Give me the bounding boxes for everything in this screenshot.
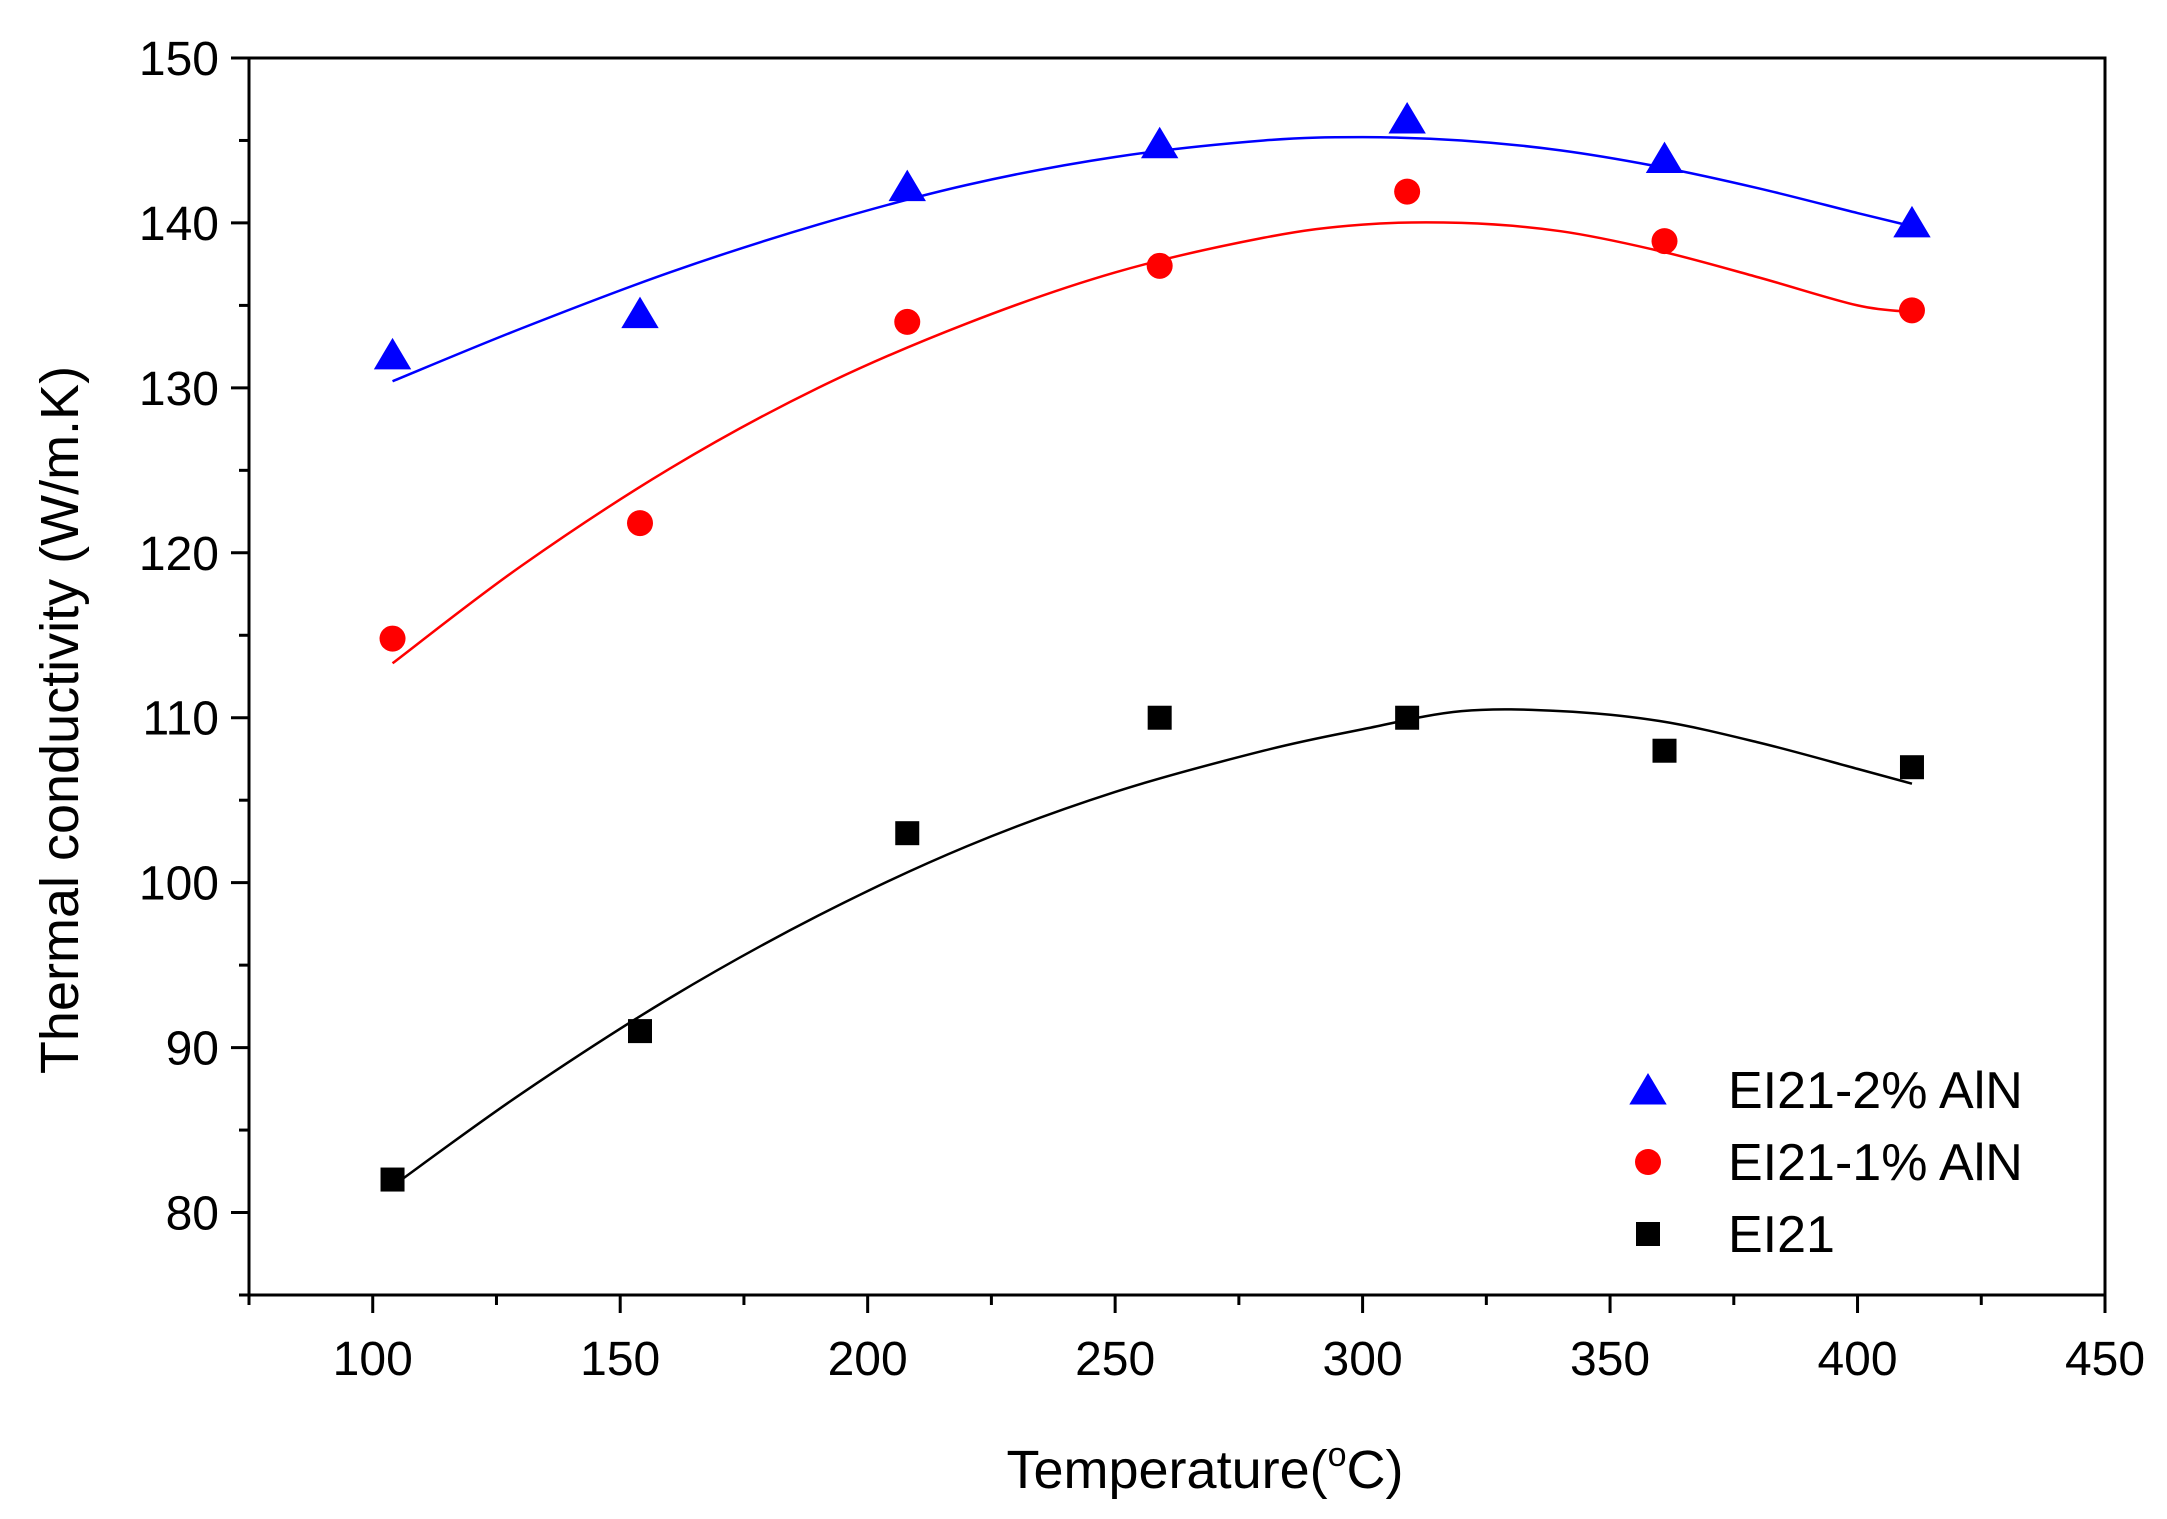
plot-frame (247, 56, 2107, 1297)
data-point-series-0 (1893, 205, 1931, 238)
fit-curve-series-2 (391, 708, 1913, 1188)
y-tick-label: 130 (139, 363, 219, 416)
data-point-series-1 (1651, 228, 1678, 255)
legend-marker-series-1 (1635, 1149, 1661, 1175)
data-point-series-2 (380, 1167, 405, 1192)
legend: EI21-2% AlN EI21-1% AlN EI21 (1629, 1062, 2023, 1264)
fit-curve-series-0 (392, 135, 1913, 383)
data-markers (373, 102, 1931, 1192)
axes: 100 150 200 250 300 350 400 450 80 90 100 110 120 130… (139, 33, 2145, 1386)
x-axis-label-end: C) (1347, 1440, 1404, 1500)
x-tick-label: 450 (2065, 1333, 2145, 1386)
data-point-series-0 (888, 169, 926, 202)
x-tick-label: 200 (828, 1333, 908, 1386)
data-point-series-0 (1140, 126, 1179, 159)
data-point-series-0 (1388, 102, 1426, 134)
legend-label-series-1: EI21-1% AlN (1728, 1134, 2023, 1192)
data-point-series-2 (1652, 738, 1677, 763)
data-point-series-2 (1147, 705, 1172, 730)
legend-label-series-2: EI21 (1728, 1206, 1835, 1264)
y-tick-label: 120 (139, 528, 219, 581)
x-axis-label: Temperature(oC) (1006, 1436, 1403, 1500)
x-tick-label: 400 (1817, 1333, 1897, 1386)
data-point-series-2 (895, 821, 920, 846)
legend-marker-series-2 (1636, 1222, 1660, 1246)
legend-label-series-0: EI21-2% AlN (1728, 1062, 2023, 1120)
data-point-series-2 (1899, 755, 1924, 780)
data-point-series-1 (1146, 252, 1173, 279)
x-axis-label-superscript: o (1328, 1436, 1347, 1474)
data-point-series-1 (626, 510, 653, 537)
data-point-series-2 (1395, 705, 1420, 730)
y-tick-label: 90 (166, 1023, 219, 1076)
x-tick-label: 350 (1570, 1333, 1650, 1386)
x-tick-label: 300 (1323, 1333, 1403, 1386)
y-tick-label: 110 (142, 693, 219, 746)
y-axis-label: Thermal conductivity (W/m.K) (30, 366, 90, 1074)
x-tick-label: 100 (333, 1333, 413, 1386)
legend-marker-series-0 (1629, 1073, 1667, 1105)
x-tick-label: 150 (580, 1333, 660, 1386)
y-tick-label: 150 (139, 33, 219, 86)
y-tick-label: 140 (139, 198, 219, 251)
data-point-series-0 (621, 296, 659, 329)
data-point-series-2 (627, 1019, 652, 1044)
x-tick-label: 250 (1075, 1333, 1155, 1386)
data-point-series-1 (1898, 297, 1925, 324)
data-point-series-0 (373, 337, 412, 370)
data-point-series-1 (894, 308, 921, 335)
y-tick-label: 80 (166, 1188, 219, 1241)
fit-curves (391, 135, 1913, 1188)
data-point-series-0 (1645, 141, 1684, 174)
x-axis-label-main: Temperature( (1006, 1440, 1327, 1500)
fit-curve-series-1 (391, 221, 1913, 665)
data-point-series-1 (1394, 178, 1421, 205)
y-tick-label: 100 (139, 858, 219, 911)
data-point-series-1 (379, 625, 406, 652)
